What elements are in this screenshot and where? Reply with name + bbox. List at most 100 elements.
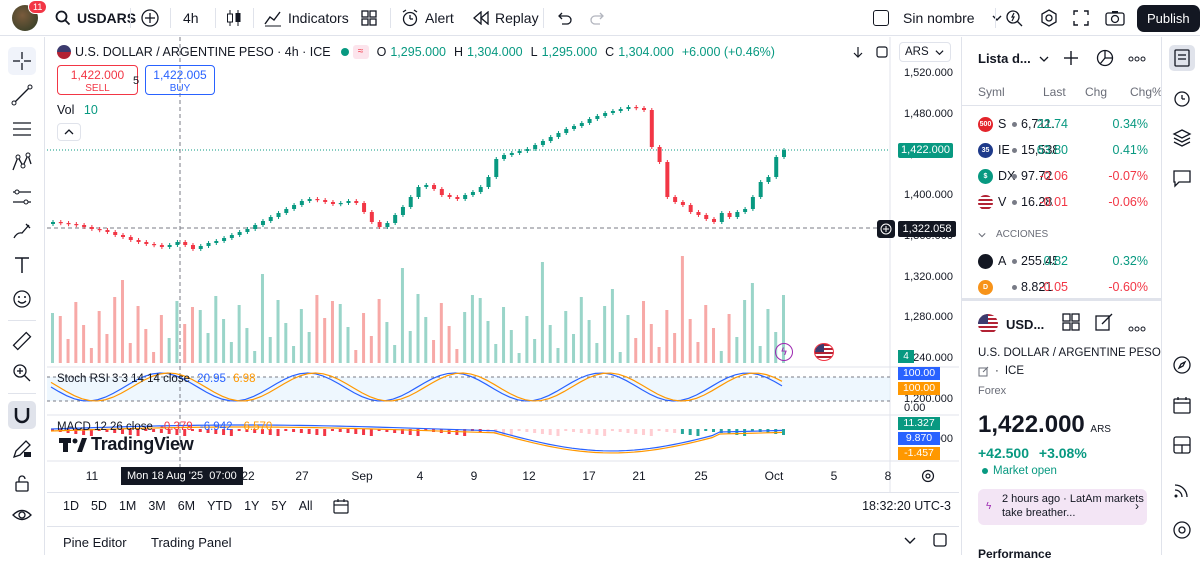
clock-label[interactable]: 18:32:20 UTC-3: [862, 499, 951, 513]
crosshair-tool[interactable]: [8, 47, 36, 75]
collapse-panel-button[interactable]: [903, 533, 917, 550]
help-toggle[interactable]: [1169, 517, 1195, 543]
alerts-toggle[interactable]: [1169, 85, 1195, 111]
col-chg[interactable]: Chg: [1085, 85, 1108, 99]
brush-tool[interactable]: [8, 217, 36, 245]
measure-tool[interactable]: [8, 327, 36, 355]
collapse-legend-button[interactable]: [57, 123, 81, 141]
settings-button[interactable]: [1040, 0, 1058, 36]
col-symbol[interactable]: Syml: [978, 85, 1005, 99]
range-button-6m[interactable]: 6M: [177, 499, 196, 513]
interval-button[interactable]: 4h: [183, 0, 199, 36]
redo-button[interactable]: [590, 0, 606, 36]
fullscreen-button[interactable]: [1073, 0, 1089, 36]
watchlist-row[interactable]: 500 S 6,711. 22.74 0.34%: [962, 111, 1162, 137]
layouts-button[interactable]: [361, 0, 377, 36]
trend-line-tool[interactable]: [8, 81, 36, 109]
range-button-1m[interactable]: 1M: [118, 499, 137, 513]
user-avatar[interactable]: 11: [12, 0, 48, 36]
crosshair-icon: [13, 52, 31, 70]
crosshair-plus-button[interactable]: [877, 220, 895, 238]
go-to-date-button[interactable]: [332, 498, 349, 514]
range-button-3m[interactable]: 3M: [148, 499, 166, 513]
range-button-ytd[interactable]: YTD: [207, 499, 233, 513]
watchlist-row[interactable]: $ DX 97.72 -0.06 -0.07%: [962, 163, 1162, 189]
details-symbol[interactable]: USD...: [978, 314, 1044, 334]
details-layout-button[interactable]: [1062, 313, 1080, 334]
advanced-view-button[interactable]: [1095, 48, 1115, 71]
replay-button[interactable]: Replay: [473, 0, 539, 36]
macd-histogram-bar: [548, 429, 552, 435]
chats-toggle[interactable]: [1169, 165, 1195, 191]
tradingview-logo[interactable]: TradingView: [59, 434, 194, 455]
stay-drawing-tool[interactable]: [8, 435, 36, 463]
layout-name-menu[interactable]: Sin nombre: [873, 0, 1003, 36]
hide-tool[interactable]: [8, 501, 36, 529]
lock-tool[interactable]: [8, 469, 36, 497]
news-toggle[interactable]: [1169, 477, 1195, 503]
currency-select[interactable]: ARS: [899, 42, 951, 62]
maximize-pane-button[interactable]: [873, 43, 891, 61]
details-more-button[interactable]: [1128, 320, 1146, 335]
alert-button[interactable]: Alert: [401, 0, 454, 36]
macd-signal-value: -6.570: [239, 421, 273, 433]
market-status[interactable]: Market open: [982, 465, 1057, 477]
scroll-down-button[interactable]: [849, 43, 867, 61]
tab-trading-panel[interactable]: Trading Panel: [151, 535, 232, 550]
range-button-5d[interactable]: 5D: [90, 499, 107, 513]
watchlist-toggle[interactable]: [1169, 45, 1195, 71]
macd-histogram-bar: [276, 429, 280, 436]
watchlist-row[interactable]: V 16.28 -0.01 -0.06%: [962, 189, 1162, 215]
col-last[interactable]: Last: [1043, 85, 1066, 99]
zoom-tool[interactable]: [8, 359, 36, 387]
pattern-tool[interactable]: [8, 149, 36, 177]
emoji-tool[interactable]: [8, 285, 36, 313]
chart-area[interactable]: U.S. DOLLAR / ARGENTINE PESO · 4h · ICE …: [47, 37, 959, 519]
section-header[interactable]: ACCIONES: [978, 229, 1048, 240]
maximize-panel-button[interactable]: [933, 533, 947, 550]
us-flag-event-icon[interactable]: [814, 343, 834, 361]
chart-canvas[interactable]: [47, 37, 959, 519]
axis-settings-button[interactable]: [919, 467, 937, 485]
screener-toggle[interactable]: [1169, 432, 1195, 458]
watchlist-row[interactable]: 35 IE 15,538 63.80 0.41%: [962, 137, 1162, 163]
ideas-toggle[interactable]: [1169, 352, 1195, 378]
quick-search-button[interactable]: [1005, 0, 1023, 36]
sell-button[interactable]: 1,422.000 SELL: [57, 65, 138, 95]
details-note-button[interactable]: [1095, 313, 1113, 334]
watchlist-selector[interactable]: Lista d...: [978, 51, 1049, 66]
symbol-search[interactable]: USDARS: [55, 0, 136, 36]
event-lightning-icon[interactable]: ϟ: [775, 343, 793, 361]
range-button-all[interactable]: All: [298, 499, 313, 513]
ohlc-high: 1,304.000: [467, 45, 523, 59]
volume-bar: [463, 312, 467, 363]
watchlist-more-button[interactable]: [1128, 55, 1146, 62]
chart-type-button[interactable]: [225, 0, 243, 36]
rsi-legend[interactable]: Stoch RSI 3 3 14 14 close 20.95 6.98: [57, 373, 256, 385]
news-card[interactable]: ϟ 2 hours ago · LatAm markets take breat…: [978, 489, 1147, 525]
magnet-tool[interactable]: [8, 401, 36, 429]
candle-body: [260, 221, 265, 225]
watchlist-row[interactable]: D 8.821 -0.05 -0.60%: [962, 274, 1162, 300]
calendar-toggle[interactable]: [1169, 392, 1195, 418]
tab-pine-editor[interactable]: Pine Editor: [63, 535, 127, 550]
fib-tool[interactable]: [8, 115, 36, 143]
range-button-5y[interactable]: 5Y: [271, 499, 287, 513]
undo-button[interactable]: [556, 0, 572, 36]
forecast-tool[interactable]: [8, 183, 36, 211]
snapshot-button[interactable]: [1105, 0, 1125, 36]
range-button-1y[interactable]: 1Y: [244, 499, 260, 513]
add-symbol-button[interactable]: [1062, 49, 1080, 70]
legend-title[interactable]: U.S. DOLLAR / ARGENTINE PESO · 4h · ICE: [75, 45, 331, 59]
object-tree-toggle[interactable]: [1169, 125, 1195, 151]
publish-button[interactable]: Publish: [1137, 0, 1200, 36]
watchlist-row[interactable]: A 255.45 0.82 0.32%: [962, 248, 1162, 274]
indicators-button[interactable]: Indicators: [264, 0, 349, 36]
macd-legend[interactable]: MACD 12 26 close -0.379 -6.942 -6.570: [57, 421, 272, 433]
buy-button[interactable]: 1,422.005 BUY: [145, 65, 215, 95]
text-tool[interactable]: [8, 251, 36, 279]
col-chg-pct[interactable]: Chg%: [1130, 85, 1163, 99]
range-button-1d[interactable]: 1D: [63, 499, 79, 513]
details-exchange[interactable]: · ICE: [978, 365, 1024, 377]
compare-button[interactable]: [140, 0, 160, 36]
